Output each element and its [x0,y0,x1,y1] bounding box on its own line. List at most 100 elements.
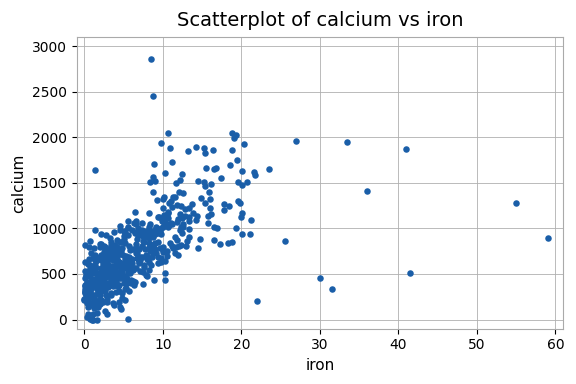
Point [91,276,100,282]
Point [80,297,89,303]
Point [101,244,110,250]
Point [89,292,98,298]
Point [233,157,242,163]
Point [120,230,130,236]
Point [116,260,125,266]
Point [166,220,175,226]
Point [184,233,194,240]
Point [160,257,169,263]
Point [115,288,124,294]
Point [108,270,118,276]
Point [108,283,118,289]
Point [96,252,105,258]
Point [97,285,106,291]
Point [100,281,109,288]
Point [106,275,115,281]
Point [104,263,113,269]
Point [123,218,132,224]
Point [99,257,108,263]
Point [81,290,90,296]
Point [141,233,150,239]
Point [83,281,92,288]
Point [81,289,90,295]
Point [112,258,122,264]
Point [86,291,96,297]
Point [122,257,131,263]
Point [158,244,168,250]
Point [116,261,125,267]
Point [90,167,99,173]
Point [90,297,99,303]
Point [119,260,128,266]
Point [146,262,155,268]
Point [100,288,109,295]
Point [99,298,108,305]
Point [161,169,170,175]
Point [233,198,242,204]
Point [98,279,107,285]
Point [144,259,153,265]
Point [200,179,209,185]
Point [93,278,102,285]
Point [100,284,109,290]
Point [103,252,112,258]
Point [146,56,156,62]
Point [101,261,110,267]
Point [315,275,324,281]
Point [150,231,160,237]
Point [126,280,135,286]
Point [86,283,96,290]
Point [94,270,104,276]
Point [139,231,148,237]
Point [96,286,105,292]
Point [96,241,105,247]
Point [228,130,237,136]
Point [97,282,107,288]
Point [240,141,249,147]
Point [132,250,141,256]
Point [158,205,168,211]
Point [98,252,108,258]
Point [112,253,122,260]
Point [160,217,169,223]
Point [151,224,160,230]
Point [89,279,98,285]
Point [96,241,105,247]
Point [191,144,200,150]
Point [237,210,247,216]
Point [200,150,210,156]
Point [107,252,116,258]
Point [100,268,109,274]
Point [251,172,260,178]
Point [145,229,154,235]
Point [181,243,191,249]
Point [88,255,97,262]
Point [177,242,186,248]
Point [237,231,247,237]
Point [128,245,138,252]
Point [127,227,137,233]
Point [215,241,225,247]
Point [115,223,124,229]
Point [122,265,131,271]
Point [101,308,110,314]
Point [93,279,102,285]
Point [114,275,123,281]
Point [102,311,111,317]
Point [145,179,154,185]
Point [172,219,181,225]
Point [106,290,115,296]
Point [82,293,91,299]
Point [120,273,129,279]
Point [179,190,188,196]
Point [105,281,115,287]
Point [110,228,119,235]
Point [81,288,90,294]
Point [172,237,181,243]
Point [401,146,411,152]
Point [164,130,173,136]
Point [136,232,145,238]
Point [97,297,106,303]
Point [85,293,94,299]
Point [189,210,198,217]
